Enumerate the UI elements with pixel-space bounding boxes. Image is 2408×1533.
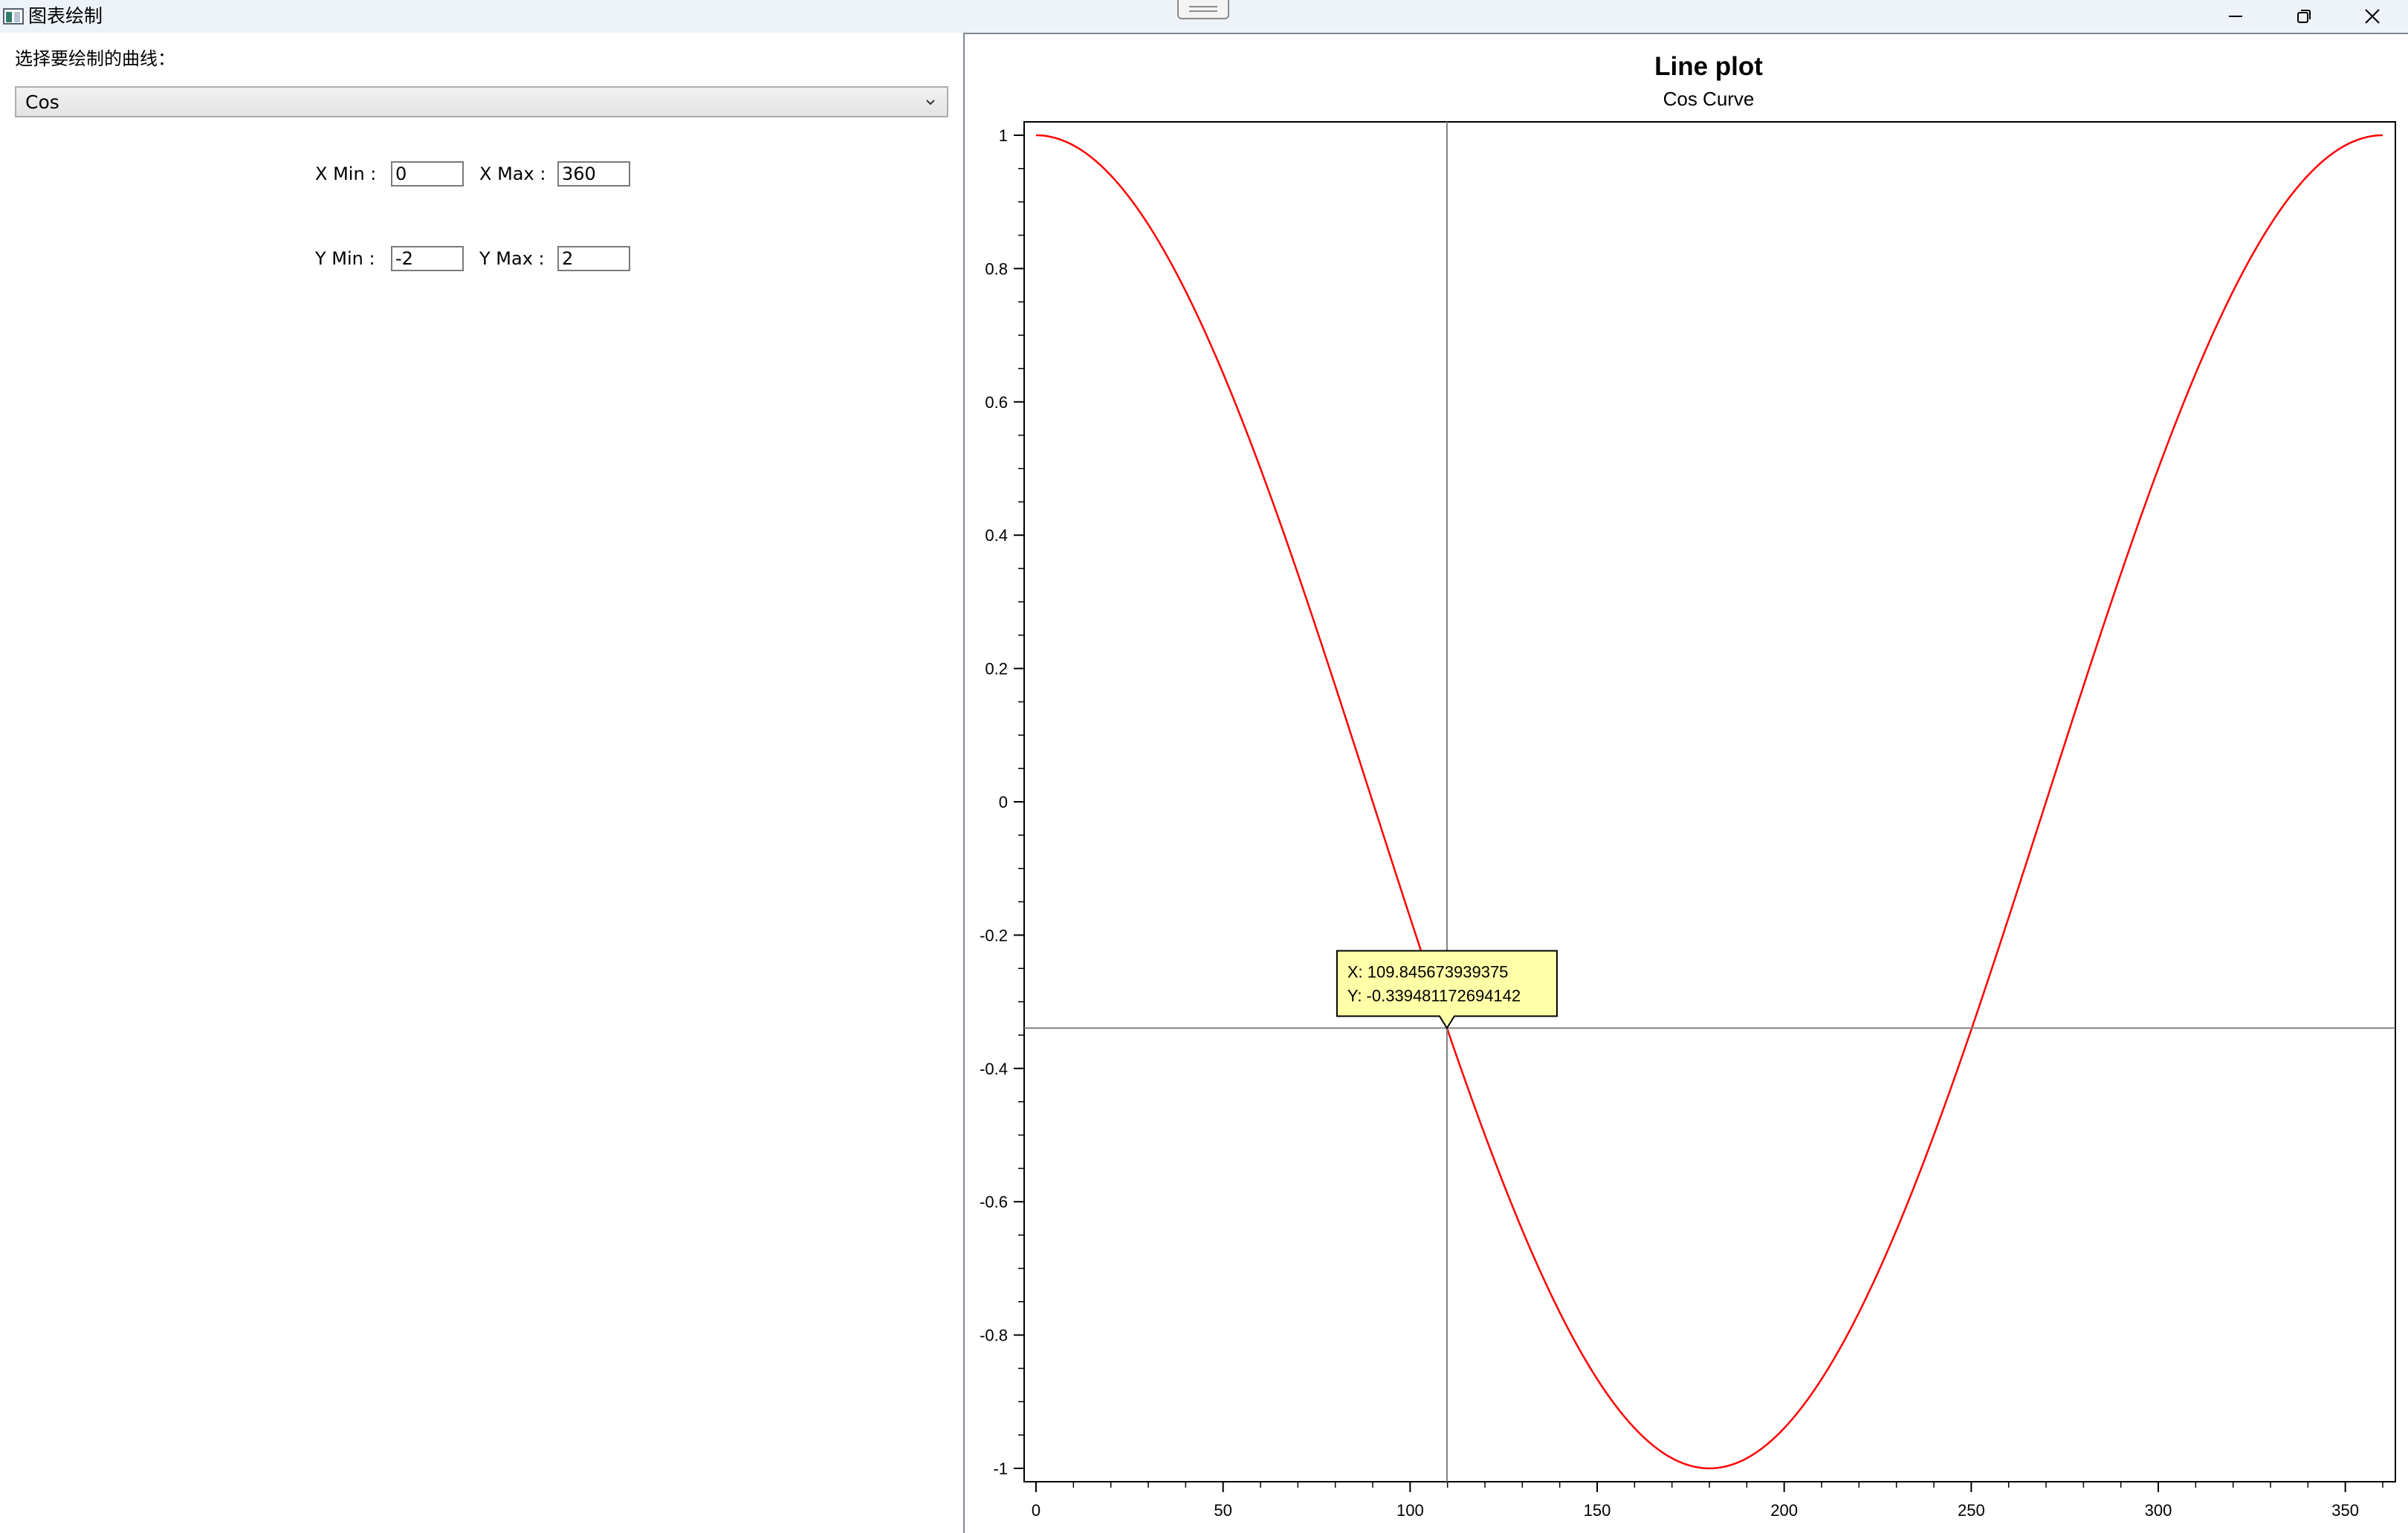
y-tick-label: 0.8: [985, 259, 1008, 278]
y-max-label: Y Max :: [479, 248, 545, 269]
title-bar: 图表绘制: [0, 0, 2408, 33]
y-tick-label: 0.2: [985, 660, 1008, 678]
restore-button[interactable]: [2270, 0, 2338, 33]
series-layer: [1035, 134, 2383, 1470]
y-tick-label: 0.6: [985, 393, 1008, 412]
y-tick-label: 0.4: [985, 526, 1008, 545]
chevron-down-icon: [926, 100, 935, 106]
y-tick-label: 1: [999, 126, 1008, 145]
app-icon: [3, 8, 24, 25]
minimize-button[interactable]: [2201, 0, 2270, 33]
plot-view[interactable]: Line plot Cos Curve 1 0.8 0.6 0.4 0.2 0 -0.2 -0…: [963, 33, 2408, 1533]
curve-select[interactable]: Cos: [15, 86, 948, 117]
chart-subtitle: Cos Curve: [1663, 88, 1755, 110]
y-tick-label: -1: [993, 1459, 1008, 1478]
x-axis: 0 50 100 150 200 250 300 350: [1032, 1482, 2383, 1520]
y-tick-label: -0.2: [980, 926, 1008, 944]
plot-area[interactable]: [1023, 121, 2396, 1482]
x-min-label: X Min :: [315, 163, 377, 184]
x-tick-label: 100: [1396, 1501, 1424, 1520]
window-title: 图表绘制: [28, 5, 103, 27]
y-tick-label: -0.4: [980, 1060, 1008, 1078]
y-axis: 1 0.8 0.6 0.4 0.2 0 -0.2 -0.4 -0.6 -0.8 -1: [980, 126, 1024, 1478]
close-icon: [2365, 9, 2380, 24]
tracker-layer: X: 109.845673939375 Y: -0.339481172694142: [1024, 122, 2395, 1482]
series-line: [1035, 134, 2383, 1470]
minimize-icon: [2229, 16, 2242, 17]
x-max-input[interactable]: 360: [557, 161, 630, 187]
x-tick-label: 150: [1584, 1501, 1611, 1520]
tracker-x-text: X: 109.845673939375: [1347, 963, 1509, 982]
x-max-label: X Max :: [479, 163, 546, 184]
y-tick-label: -0.6: [980, 1193, 1008, 1211]
y-max-input[interactable]: 2: [557, 246, 630, 271]
x-min-input[interactable]: 0: [391, 161, 464, 187]
y-min-label: Y Min :: [315, 248, 375, 269]
x-tick-label: 350: [2331, 1501, 2359, 1520]
tracker-y-text: Y: -0.339481172694142: [1347, 987, 1521, 1005]
curve-select-label: 选择要绘制的曲线：: [15, 48, 175, 69]
drag-handle[interactable]: [1177, 0, 1229, 19]
y-tick-label: 0: [999, 793, 1008, 811]
x-tick-label: 300: [2145, 1501, 2172, 1520]
y-min-input[interactable]: -2: [391, 246, 464, 271]
x-tick-label: 0: [1032, 1501, 1040, 1520]
chart-svg[interactable]: Line plot Cos Curve 1 0.8 0.6 0.4 0.2 0 -0.2 -0…: [965, 34, 2408, 1533]
x-tick-label: 250: [1958, 1501, 1985, 1520]
x-tick-label: 200: [1770, 1501, 1798, 1520]
restore-icon: [2297, 10, 2311, 23]
close-button[interactable]: [2338, 0, 2407, 33]
y-tick-label: -0.8: [980, 1326, 1008, 1345]
chart-title: Line plot: [1654, 52, 1763, 81]
x-tick-label: 50: [1214, 1501, 1231, 1520]
curve-select-value: Cos: [25, 91, 59, 113]
tracker-tooltip: [1336, 950, 1558, 1030]
